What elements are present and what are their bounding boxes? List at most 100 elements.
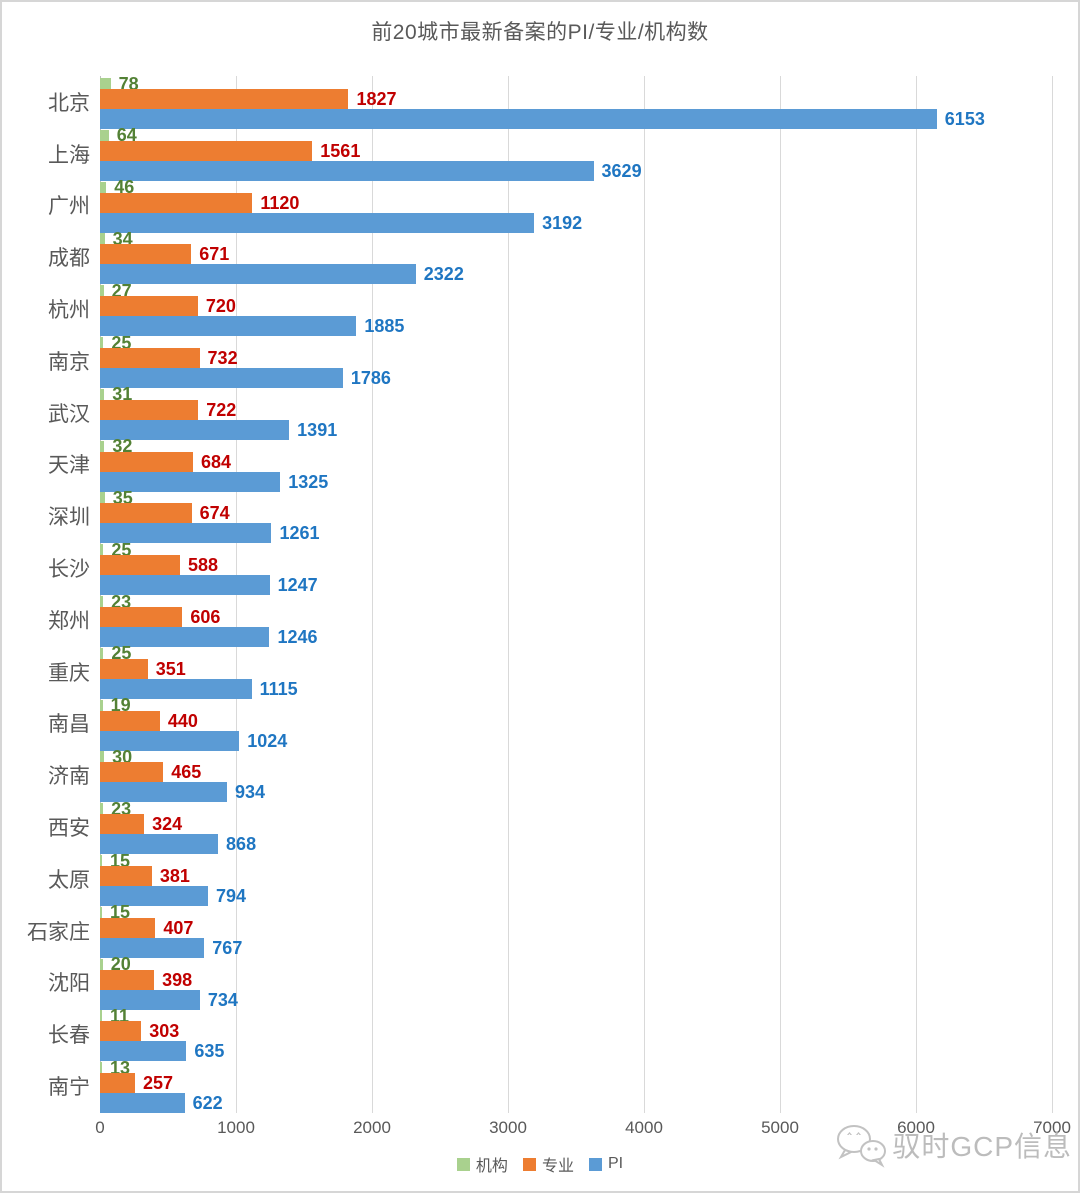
bar-机构 <box>100 181 107 193</box>
bar-value-label: 1247 <box>277 575 318 596</box>
bar-group: 25 732 1786 <box>100 332 1052 388</box>
bar-专业 <box>100 89 349 109</box>
bar-group: 64 1561 3629 <box>100 126 1052 181</box>
bar-group: 78 1827 6153 <box>100 73 1052 129</box>
bar-value-label: 622 <box>192 1093 223 1114</box>
bar-PI <box>100 316 357 337</box>
bar-value-label: 440 <box>167 710 198 731</box>
bar-value-label: 684 <box>201 451 232 472</box>
x-tick-label: 4000 <box>625 1118 663 1137</box>
x-tick-label: 7000 <box>1033 1118 1071 1137</box>
category-label: 沈阳 <box>48 972 90 996</box>
bar-value-label: 635 <box>194 1041 225 1062</box>
bar-PI <box>100 523 272 544</box>
bar-value-label: 78 <box>118 73 139 94</box>
category-label: 天津 <box>48 454 90 478</box>
bar-group: 27 720 1885 <box>100 280 1052 337</box>
category-label: 西安 <box>48 817 90 841</box>
bar-value-label: 767 <box>212 937 243 958</box>
bar-group: 34 671 2322 <box>100 230 1052 285</box>
bar-PI <box>100 730 240 751</box>
bar-专业 <box>100 1021 142 1042</box>
bar-value-label: 1246 <box>277 627 318 647</box>
bar-value-label: 3629 <box>601 160 642 181</box>
bar-PI <box>100 1093 185 1114</box>
bar-value-label: 934 <box>235 782 266 803</box>
bar-机构 <box>100 440 105 452</box>
bar-value-label: 398 <box>162 969 193 990</box>
legend-label: 专业 <box>541 1158 574 1175</box>
legend-item-机构: 机构 <box>456 1152 508 1176</box>
bar-value-label: 13 <box>110 1057 131 1078</box>
bar-group: 30 465 934 <box>100 746 1052 803</box>
bar-PI <box>100 419 290 440</box>
bar-机构 <box>100 699 103 711</box>
bar-PI <box>100 678 252 699</box>
bar-专业 <box>100 969 155 990</box>
bar-机构 <box>100 1062 102 1074</box>
bar-PI <box>100 575 270 596</box>
bar-group: 46 1120 3192 <box>100 177 1052 233</box>
gridline <box>1052 76 1053 1113</box>
category-label: 郑州 <box>48 609 90 633</box>
bar-PI <box>100 212 535 233</box>
bar-value-label: 720 <box>205 296 236 317</box>
bar-PI <box>100 937 205 958</box>
bar-专业 <box>100 244 192 265</box>
bar-专业 <box>100 451 194 472</box>
category-label: 南昌 <box>48 713 90 737</box>
bar-value-label: 606 <box>190 607 221 627</box>
category-label: 太原 <box>48 868 90 892</box>
watermark-text: 驭时GCP信息 <box>892 1131 1072 1162</box>
bar-group: 23 606 1246 <box>100 593 1052 647</box>
bar-value-label: 1325 <box>288 471 329 492</box>
bar-机构 <box>100 906 103 918</box>
x-tick-label: 5000 <box>761 1118 799 1137</box>
bar-value-label: 15 <box>110 902 131 923</box>
bar-value-label: 1391 <box>297 419 338 440</box>
chart-title: 前20城市最新备案的PI/专业/机构数 <box>371 21 709 44</box>
bar-value-label: 25 <box>111 539 132 560</box>
category-label: 南京 <box>48 350 90 374</box>
bar-value-label: 30 <box>112 746 133 767</box>
bar-value-label: 1827 <box>356 89 397 109</box>
bar-value-label: 1024 <box>247 730 288 751</box>
category-label: 北京 <box>48 91 90 115</box>
bar-机构 <box>100 492 105 504</box>
bar-value-label: 674 <box>199 503 230 524</box>
bar-value-label: 1261 <box>279 523 320 544</box>
bar-value-label: 1120 <box>260 192 300 213</box>
bar-value-label: 25 <box>111 332 132 353</box>
bar-value-label: 46 <box>114 177 135 198</box>
gridline <box>916 76 917 1113</box>
bar-机构 <box>100 233 105 245</box>
bar-机构 <box>100 1010 102 1022</box>
legend-swatch <box>456 1157 470 1171</box>
bar-PI <box>100 160 594 181</box>
bar-value-label: 19 <box>110 695 131 716</box>
bar-value-label: 27 <box>111 280 132 301</box>
bar-value-label: 2322 <box>423 264 464 285</box>
legend-swatch <box>522 1157 536 1171</box>
gridline <box>780 76 781 1113</box>
bar-value-label: 11 <box>110 1005 130 1026</box>
bar-机构 <box>100 958 103 970</box>
bar-机构 <box>100 544 104 556</box>
bar-value-label: 1786 <box>350 368 391 388</box>
x-tick-label: 3000 <box>489 1118 527 1137</box>
bar-value-label: 1115 <box>259 678 298 699</box>
category-label: 石家庄 <box>27 920 90 944</box>
bar-value-label: 324 <box>152 814 183 835</box>
bar-value-label: 671 <box>199 244 230 265</box>
bar-专业 <box>100 658 148 679</box>
category-axis: 北京 上海 广州 成都 杭州 南京 武汉 天津 深圳 长沙 郑州 重庆 南昌 济南 西安 太原 石家庄 沈阳 长春南… <box>2 76 92 1113</box>
x-tick-label: 2000 <box>353 1118 391 1137</box>
bar-PI <box>100 471 281 492</box>
bar-专业 <box>100 503 192 524</box>
bar-group: 31 722 1391 <box>100 385 1052 440</box>
bar-value-label: 1561 <box>320 140 361 161</box>
bar-PI <box>100 627 270 647</box>
bar-value-label: 381 <box>159 866 190 886</box>
bar-group: 23 324 868 <box>100 800 1052 855</box>
